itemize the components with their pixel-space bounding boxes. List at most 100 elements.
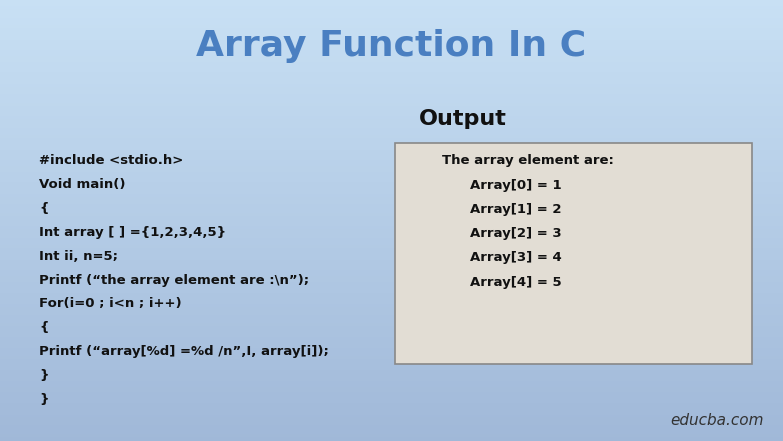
Bar — [0, 290, 783, 291]
Bar — [0, 415, 783, 416]
FancyBboxPatch shape — [395, 143, 752, 364]
Bar — [0, 195, 783, 197]
Bar — [0, 12, 783, 13]
Bar — [0, 345, 783, 347]
Bar — [0, 156, 783, 157]
Bar — [0, 93, 783, 94]
Bar — [0, 372, 783, 374]
Bar — [0, 6, 783, 7]
Text: Printf (“the array element are :\n”);: Printf (“the array element are :\n”); — [39, 273, 309, 287]
Bar — [0, 385, 783, 387]
Bar — [0, 22, 783, 23]
Bar — [0, 235, 783, 237]
Bar — [0, 432, 783, 434]
Bar — [0, 220, 783, 222]
Bar — [0, 15, 783, 16]
Bar — [0, 45, 783, 47]
Bar — [0, 374, 783, 375]
Bar — [0, 37, 783, 38]
Bar — [0, 300, 783, 301]
Bar — [0, 163, 783, 164]
Bar — [0, 275, 783, 277]
Bar — [0, 191, 783, 193]
Bar — [0, 49, 783, 50]
Bar — [0, 215, 783, 216]
Bar — [0, 262, 783, 263]
Bar — [0, 239, 783, 241]
Bar — [0, 231, 783, 232]
Text: Array[4] = 5: Array[4] = 5 — [470, 276, 561, 289]
Bar — [0, 7, 783, 9]
Bar — [0, 322, 783, 323]
Bar — [0, 41, 783, 43]
Bar — [0, 34, 783, 35]
Bar — [0, 185, 783, 187]
Bar — [0, 142, 783, 144]
Bar — [0, 115, 783, 116]
Text: {: { — [39, 321, 49, 334]
Bar — [0, 160, 783, 162]
Bar — [0, 98, 783, 100]
Bar — [0, 179, 783, 181]
Bar — [0, 44, 783, 45]
Bar — [0, 57, 783, 59]
Bar — [0, 321, 783, 322]
Bar — [0, 75, 783, 76]
Bar — [0, 400, 783, 401]
Bar — [0, 232, 783, 234]
Bar — [0, 54, 783, 56]
Bar — [0, 169, 783, 171]
Bar — [0, 331, 783, 332]
Bar — [0, 378, 783, 379]
Bar — [0, 268, 783, 269]
Bar — [0, 173, 783, 175]
Text: Void main(): Void main() — [39, 178, 125, 191]
Bar — [0, 60, 783, 62]
Bar — [0, 19, 783, 21]
Text: Int array [ ] ={1,2,3,4,5}: Int array [ ] ={1,2,3,4,5} — [39, 226, 226, 239]
Bar — [0, 229, 783, 231]
Bar — [0, 250, 783, 251]
Bar — [0, 284, 783, 285]
Bar — [0, 394, 783, 396]
Bar — [0, 387, 783, 388]
Bar — [0, 369, 783, 370]
Bar — [0, 419, 783, 420]
Bar — [0, 376, 783, 378]
Bar — [0, 435, 783, 437]
Bar — [0, 138, 783, 140]
Bar — [0, 194, 783, 195]
Bar — [0, 76, 783, 78]
Bar — [0, 141, 783, 142]
Bar — [0, 297, 783, 299]
Text: {: { — [39, 202, 49, 215]
Bar — [0, 325, 783, 326]
Bar — [0, 434, 783, 435]
Bar — [0, 127, 783, 128]
Bar — [0, 175, 783, 176]
Bar — [0, 202, 783, 203]
Bar — [0, 43, 783, 44]
Bar — [0, 314, 783, 316]
Bar — [0, 392, 783, 394]
Bar — [0, 312, 783, 313]
Bar — [0, 135, 783, 137]
Bar — [0, 198, 783, 200]
Bar — [0, 353, 783, 354]
Bar — [0, 356, 783, 357]
Bar — [0, 1, 783, 3]
Bar — [0, 66, 783, 67]
Bar — [0, 188, 783, 190]
Bar — [0, 164, 783, 166]
Bar — [0, 129, 783, 131]
Bar — [0, 67, 783, 69]
Bar — [0, 247, 783, 248]
Bar — [0, 147, 783, 149]
Bar — [0, 336, 783, 338]
Bar — [0, 171, 783, 172]
Bar — [0, 323, 783, 325]
Bar — [0, 326, 783, 328]
Text: Array[1] = 2: Array[1] = 2 — [470, 203, 561, 216]
Bar — [0, 120, 783, 122]
Bar — [0, 3, 783, 4]
